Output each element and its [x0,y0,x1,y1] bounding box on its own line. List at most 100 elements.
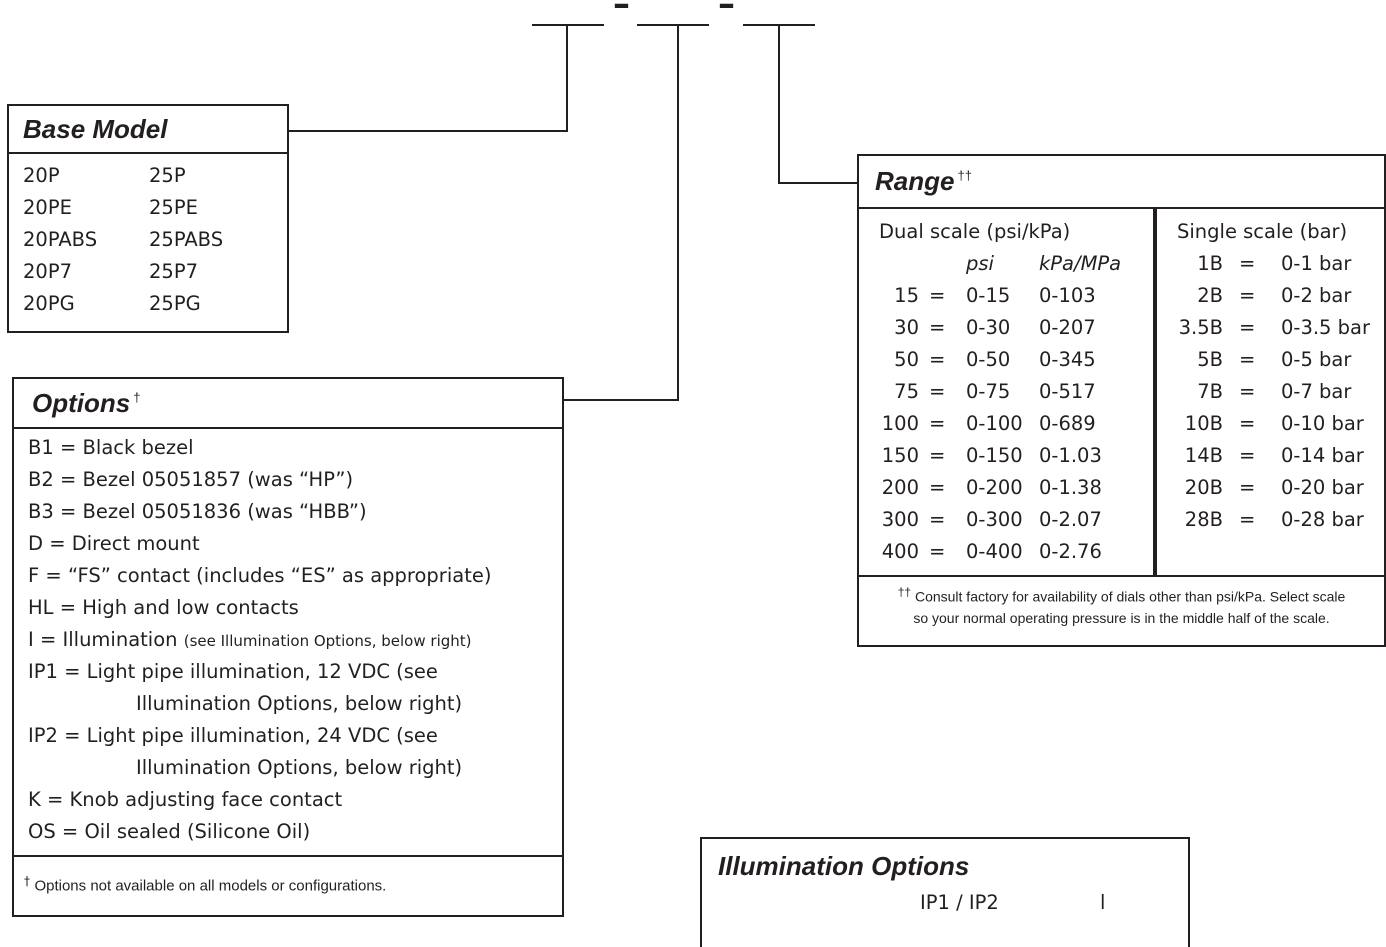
dual-scale-code: 150 [881,444,919,467]
range-title-text: Range [875,166,955,196]
single-scale-code: 14B [1184,444,1223,467]
dual-scale-psi: 0-150 [966,444,1023,467]
single-scale-bar: 0-1 bar [1281,252,1352,275]
dual-scale-kpa-header: kPa/MPa [1039,252,1122,275]
dual-scale-heading: Dual scale (psi/kPa) [879,220,1071,243]
option-item-illumination-label: I = Illumination [28,628,178,651]
dual-scale-equals: = [929,316,946,339]
base-model-item: 20PABS [23,228,98,251]
option-item: OS = Oil sealed (Silicone Oil) [28,820,311,843]
dual-scale-code: 100 [881,412,919,435]
options-box: Options † B1 = Black bezel B2 = Bezel 050… [12,377,564,917]
dual-scale-psi: 0-300 [966,508,1023,531]
single-scale-code: 28B [1184,508,1223,531]
single-scale-equals: = [1239,252,1256,275]
dual-scale-equals: = [929,412,946,435]
connector-base-horizontal [287,130,568,132]
option-item: K = Knob adjusting face contact [28,788,343,811]
dual-scale-kpa: 0-207 [1039,316,1096,339]
single-scale-equals: = [1239,380,1256,403]
dual-scale-equals: = [929,380,946,403]
single-scale-equals: = [1239,476,1256,499]
option-item: IP2 = Light pipe illumination, 24 VDC (s… [28,724,438,747]
range-footnote-line2: so your normal operating pressure is in … [913,609,1330,626]
single-scale-bar: 0-2 bar [1281,284,1352,307]
base-model-item: 20PG [23,292,75,315]
single-scale-bar: 0-10 bar [1281,412,1364,435]
blank-1 [532,24,604,26]
dual-scale-psi: 0-15 [966,284,1011,307]
dual-scale-psi: 0-100 [966,412,1023,435]
base-model-item: 25PG [149,292,201,315]
single-scale-bar: 0-7 bar [1281,380,1352,403]
option-item: B2 = Bezel 05051857 (was “HP”) [28,468,354,491]
single-scale-code: 20B [1184,476,1223,499]
single-scale-code: 3.5B [1178,316,1223,339]
options-footnote: † Options not available on all models or… [24,865,386,903]
blank-2 [637,24,709,26]
options-footnote-text: Options not available on all models or c… [34,877,387,895]
dual-scale-kpa: 0-689 [1039,412,1096,435]
connector-options-horizontal [562,399,679,401]
option-item: HL = High and low contacts [28,596,299,619]
single-scale-bar: 0-3.5 bar [1281,316,1370,339]
illumination-partial-text: IP1 / IP2 [920,891,999,914]
dual-scale-kpa: 0-2.76 [1039,540,1102,563]
dual-scale-code: 200 [881,476,919,499]
dual-scale-code: 400 [881,540,919,563]
range-footnote-line1: †† Consult factory for availability of d… [859,582,1384,608]
base-model-box: Base Model 20P 20PE 20PABS 20P7 20PG 25P… [7,104,289,333]
single-scale-equals: = [1239,348,1256,371]
base-model-item: 25P [149,164,186,187]
dual-scale-psi: 0-400 [966,540,1023,563]
single-scale-equals: = [1239,412,1256,435]
single-scale-bar: 0-28 bar [1281,508,1364,531]
option-item-continued: Illumination Options, below right) [136,692,463,715]
single-scale-code: 2B [1197,284,1223,307]
option-item-illumination-note: (see Illumination Options, below right) [183,632,472,650]
range-title: Range †† [859,156,1384,209]
base-model-item: 25P7 [149,260,198,283]
base-model-item: 20P7 [23,260,72,283]
base-model-item: 25PE [149,196,198,219]
base-model-item: 20PE [23,196,72,219]
single-scale-heading: Single scale (bar) [1177,220,1348,243]
option-item: B1 = Black bezel [28,436,194,459]
option-item-illumination: I = Illumination (see Illumination Optio… [28,624,472,657]
single-scale-equals: = [1239,444,1256,467]
dual-scale-kpa: 0-517 [1039,380,1096,403]
connector-range-vertical [778,24,780,184]
option-item-continued: Illumination Options, below right) [136,756,463,779]
dual-scale-kpa: 0-345 [1039,348,1096,371]
single-scale-code: 10B [1184,412,1223,435]
range-footnote-divider [859,575,1384,577]
base-model-item: 25PABS [149,228,224,251]
range-column-divider [1153,207,1157,577]
connector-range-horizontal [778,182,859,184]
single-scale-code: 7B [1197,380,1223,403]
connector-options-vertical [677,24,679,401]
range-footnote-mark: †† [897,585,912,599]
options-footnote-mark: † [24,874,30,888]
range-footnote: †† Consult factory for availability of d… [859,582,1384,629]
dual-scale-psi-header: psi [966,252,994,275]
connector-base-vertical [566,24,568,132]
range-dagger: †† [957,168,972,183]
dual-scale-equals: = [929,348,946,371]
single-scale-code: 1B [1197,252,1223,275]
single-scale-code: 5B [1197,348,1223,371]
range-footnote-text1: Consult factory for availability of dial… [914,588,1346,605]
separator-1: – [613,0,630,24]
single-scale-equals: = [1239,284,1256,307]
dual-scale-equals: = [929,284,946,307]
dual-scale-psi: 0-50 [966,348,1011,371]
base-model-title: Base Model [9,106,287,154]
options-title: Options † [14,379,562,429]
option-item: IP1 = Light pipe illumination, 12 VDC (s… [28,660,438,683]
options-title-text: Options [32,387,131,418]
illumination-box: Illumination Options IP1 / IP2 l [700,837,1190,947]
illumination-title-text: Illumination Options [718,850,970,881]
options-footnote-divider [14,855,562,857]
dual-scale-code: 50 [894,348,919,371]
dual-scale-equals: = [929,476,946,499]
